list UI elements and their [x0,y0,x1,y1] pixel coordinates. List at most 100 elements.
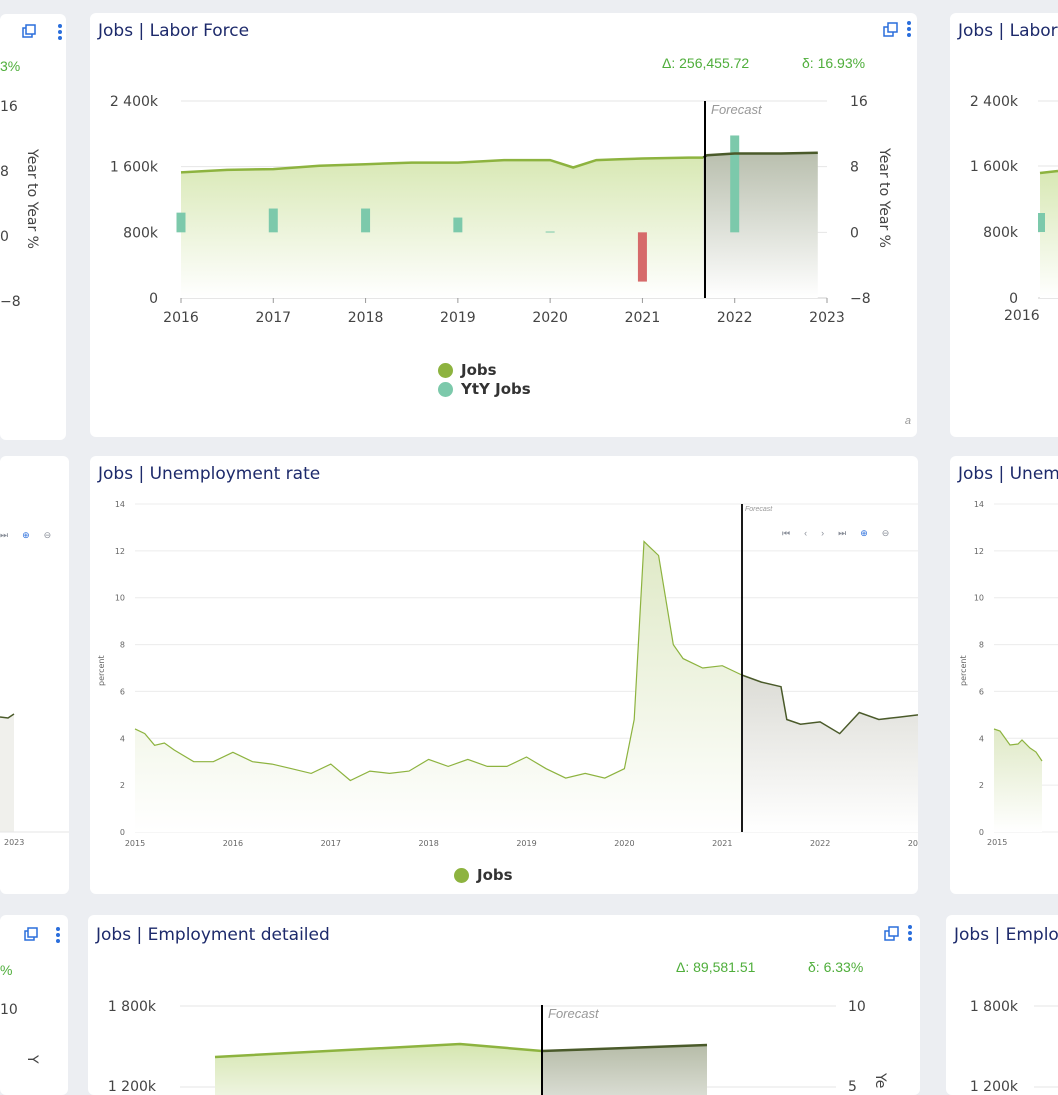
copy-icon[interactable] [883,22,898,37]
x-tick: 2016 [223,839,243,848]
delta-absolute: Δ: 256,455.72 [662,55,750,71]
yty-bar [453,217,463,233]
partial-chart: 2 400k 1 600k 800k 0 2016 [970,94,1058,324]
left-tick: 2 400k [110,94,159,110]
employment-detailed-chart: Forecast 1 800k 1 200k 10 5 Ye [108,999,888,1095]
legend-label: Jobs [477,866,513,884]
y-tick: 4 [120,734,125,743]
yty-bar [268,208,278,233]
partial-chart: 10 Y [0,1002,40,1064]
tick-label: 8 [0,164,9,180]
y-tick: 2 [120,781,125,790]
right-tick: 0 [850,225,859,241]
legend-dot [438,362,453,378]
copy-icon[interactable] [24,927,38,941]
zoom-in-icon[interactable]: ⊕ [860,528,868,538]
jobs-line [180,156,704,174]
left-tick: 1 200k [108,1079,157,1095]
menu-icon[interactable] [908,925,912,941]
delta-percent: δ: 6.33% [808,959,864,975]
axis-title: Year to Year % [24,148,40,249]
x-tick: 2016 [1004,308,1040,324]
legend-dot [438,381,453,397]
yty-bar [176,212,186,233]
y-tick: 4 [979,734,984,743]
left-tick: 1 600k [110,160,159,176]
tick-label: 1 200k [970,1079,1019,1095]
x-tick: 2023 [4,838,24,847]
legend-item-jobs[interactable]: Jobs [454,866,513,884]
unemployment-card: Jobs | Unemployment rate ⏮ ‹ › ⏭ ⊕ ⊖ For… [90,456,918,894]
y-tick: 2 [979,781,984,790]
zoom-out-icon[interactable]: ⊖ [43,530,52,540]
y-axis-title: percent [97,655,106,686]
tick-label: −8 [0,294,21,310]
footnote: a [904,415,911,427]
delta-absolute: Δ: 89,581.51 [676,959,756,975]
x-tick: 2020 [614,839,634,848]
x-tick: 2017 [321,839,341,848]
menu-icon[interactable] [907,21,911,37]
y-tick: 0 [120,828,125,837]
x-tick: 2018 [418,839,438,848]
x-tick: 2015 [987,838,1007,847]
right-axis-title: Year to Year % [876,147,892,248]
axis-title: Y [24,1054,40,1064]
forecast-area [703,152,818,298]
tick-label: 16 [0,99,18,115]
x-tick: 2021 [625,310,661,326]
left-card-middle: ⏭ ⊕ ⊖ 2023 [0,456,69,894]
tick-label: 1 600k [970,159,1019,175]
card-toolbar [883,21,911,37]
menu-icon[interactable] [56,927,60,943]
tick-label: 2 400k [970,94,1019,110]
legend-item-yty-jobs[interactable]: YtY Jobs [438,380,531,398]
x-tick: 2023 [908,839,918,848]
delta-pct: % [0,962,13,978]
legend-item-jobs[interactable]: Jobs [438,361,497,379]
partial-chart: 16 8 0 −8 Year to Year % [0,99,40,310]
x-tick: 2022 [717,310,753,326]
prev-icon[interactable]: ‹ [804,528,808,538]
copy-icon[interactable] [22,24,36,38]
y-tick: 6 [120,687,125,696]
left-card-top: 3% 16 8 0 −8 Year to Year % [0,14,66,440]
last-page-icon[interactable]: ⏭ [0,530,9,540]
tick-label: 0 [1009,291,1018,307]
yty-bar [637,232,647,282]
y-tick: 14 [974,500,984,509]
menu-icon[interactable] [58,24,62,40]
first-page-icon[interactable]: ⏮ [782,528,791,538]
tick-label: 0 [0,229,9,245]
zoom-controls[interactable]: ⏭ ⊕ ⊖ [0,530,51,541]
y-tick: 0 [979,828,984,837]
x-tick: 2015 [125,839,145,848]
left-tick: 800k [123,225,159,241]
legend-dot [454,867,469,883]
y-tick: 8 [979,641,984,650]
forecast-area [542,1045,707,1095]
zoom-out-icon[interactable]: ⊖ [881,528,890,538]
next-icon[interactable]: › [821,528,825,538]
partial-chart: 1 800k 1 200k [970,999,1058,1095]
forecast-label: Forecast [711,102,763,117]
card-title: Jobs | Employment detailed [96,925,330,945]
last-page-icon[interactable]: ⏭ [838,528,847,538]
right-card-top: Jobs | Labor F 2 400k 1 600k 800k 0 2016 [950,13,1058,437]
labor-force-chart: Forecast 2 400k 1 600k 800k 0 16 8 0 −8 2016 2017… [110,94,892,326]
copy-icon[interactable] [884,926,899,941]
legend-label: YtY Jobs [461,380,531,398]
forecast-area [741,675,918,832]
zoom-in-icon[interactable]: ⊕ [22,530,30,540]
zoom-controls[interactable]: ⏮ ‹ › ⏭ ⊕ ⊖ [782,528,889,539]
yty-bar [545,231,555,233]
jobs-area [181,157,704,298]
yty-bar [1038,213,1045,232]
left-tick: 1 800k [108,999,157,1015]
x-tick: 2016 [163,310,199,326]
y-tick: 10 [115,594,125,603]
jobs-area [135,541,742,832]
tick-label: 1 800k [970,999,1019,1015]
y-tick: 6 [979,687,984,696]
